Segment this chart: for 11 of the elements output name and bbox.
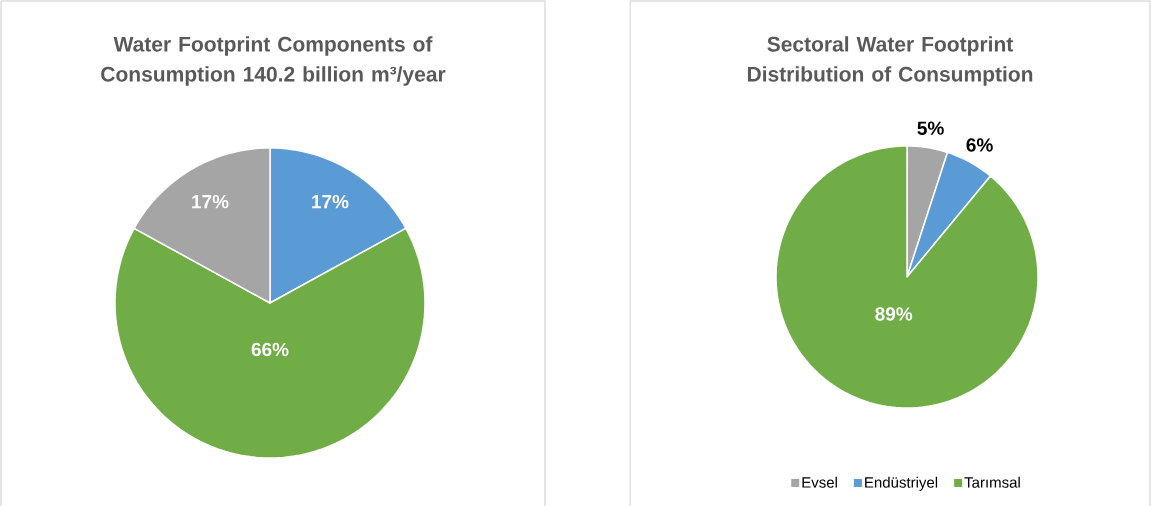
chart-title: Water Footprint Components of Consumption 140.2 billion m³/year (101, 36, 446, 86)
data-label: 5% (917, 121, 944, 135)
data-label: 17% (192, 194, 229, 209)
data-label: 89% (875, 307, 913, 321)
data-label: 6% (966, 138, 993, 152)
chart-title: Sectoral Water Footprint Distribution of Consumption (747, 36, 1033, 86)
data-label: 66% (251, 342, 289, 357)
data-label: 17% (312, 194, 349, 209)
legend-label: Evsel (802, 476, 837, 488)
legend-label: Endüstriyel (865, 476, 938, 491)
legend-label: Tarımsal (964, 476, 1020, 488)
